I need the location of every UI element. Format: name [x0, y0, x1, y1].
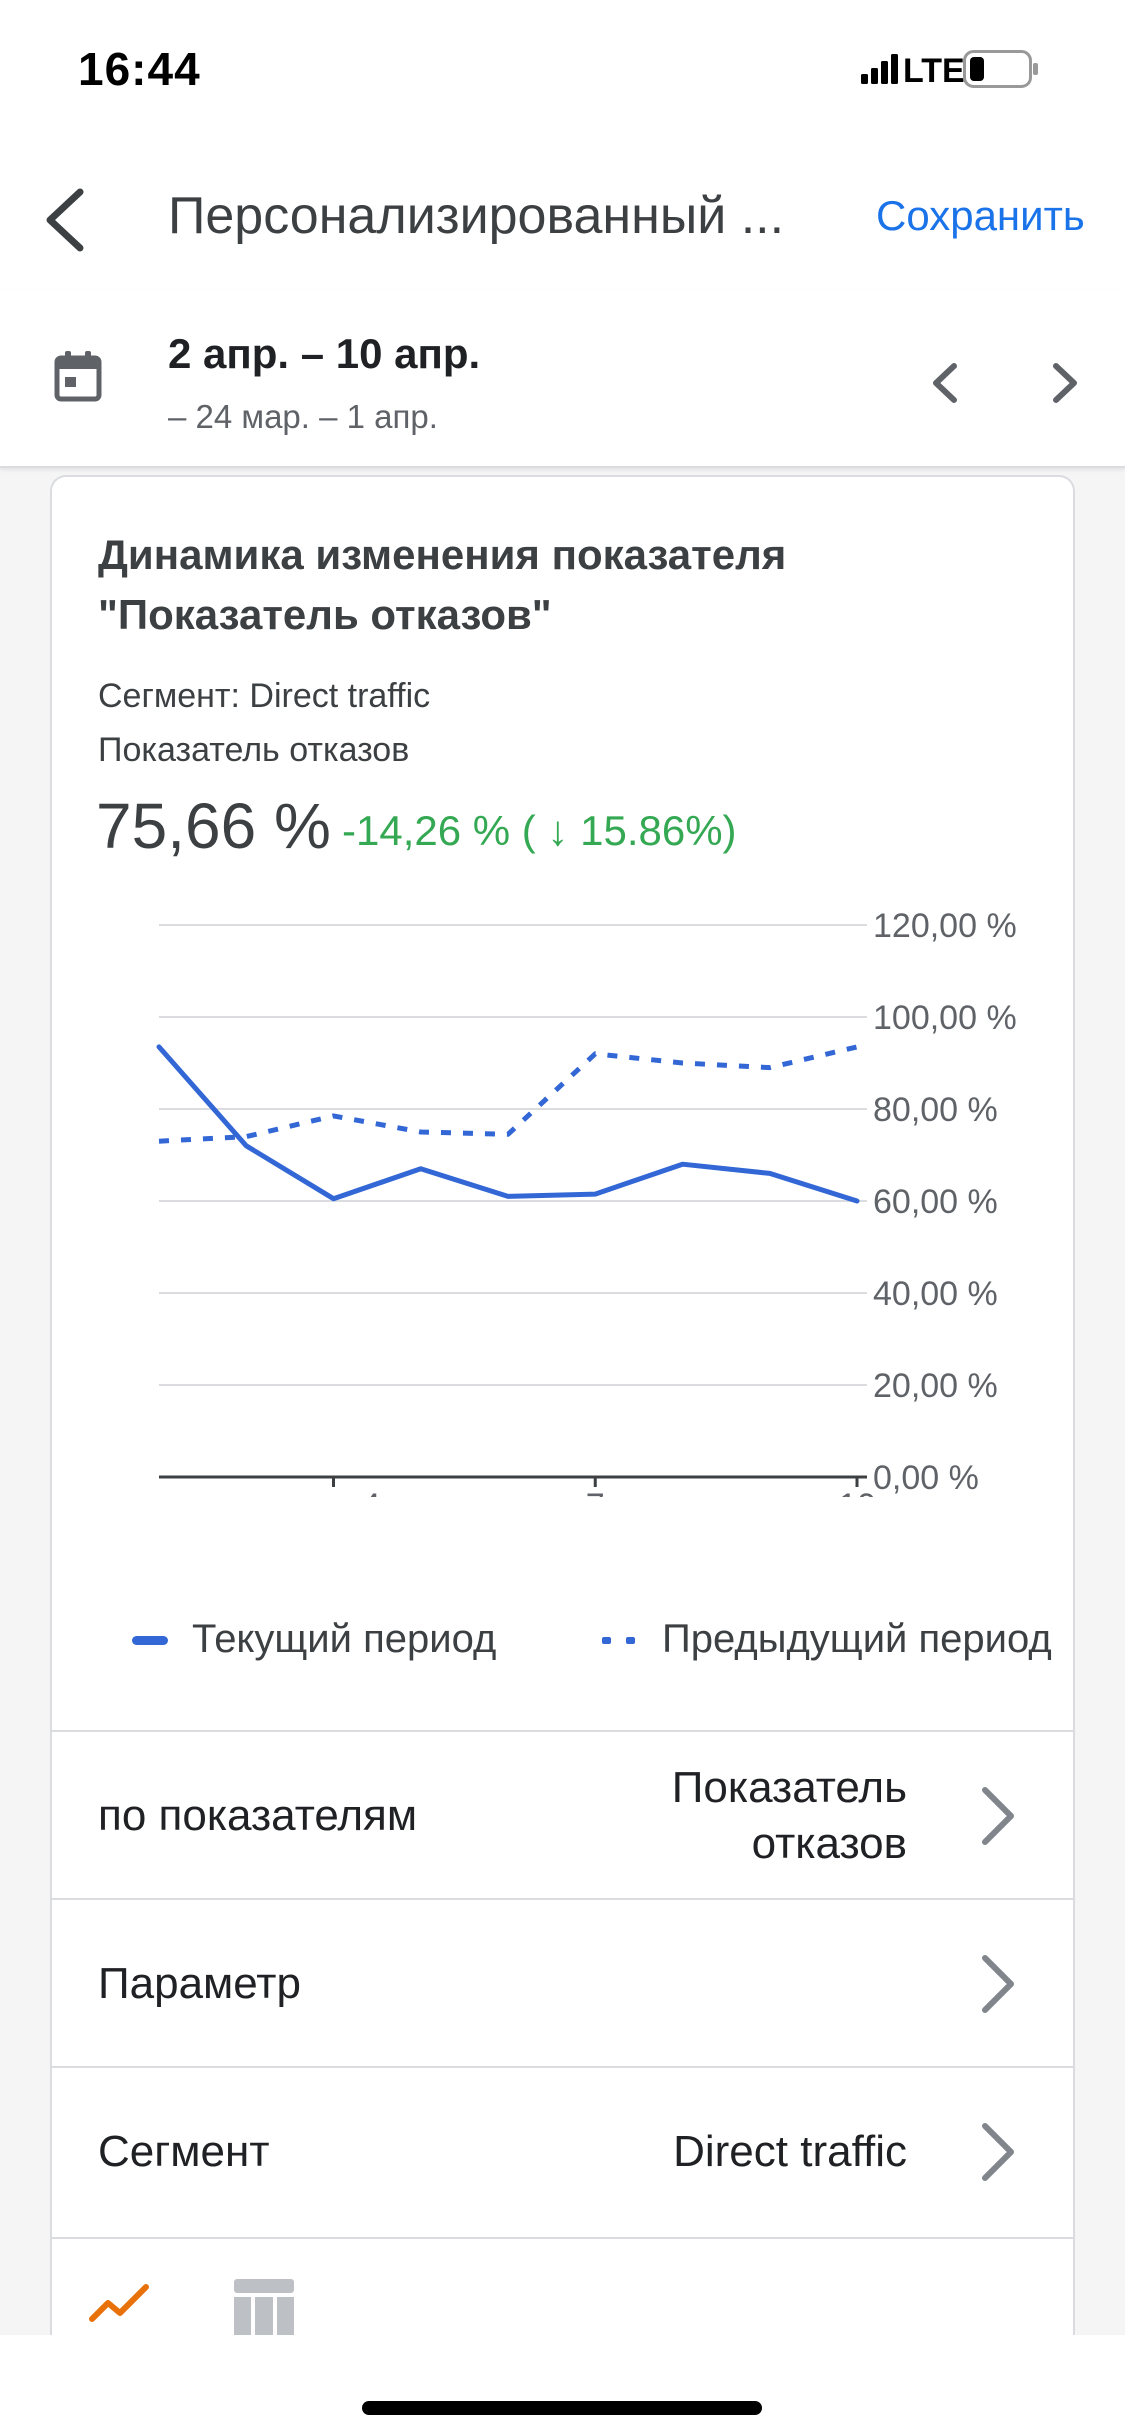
- next-period-button[interactable]: [1040, 348, 1090, 418]
- row-value: Показатель отказов: [671, 1763, 907, 1868]
- x-tick-label: 10: [838, 1487, 876, 1497]
- table-icon[interactable]: [234, 2279, 294, 2335]
- metric-value: 75,66 %: [96, 790, 331, 862]
- row-parameter[interactable]: Параметр: [52, 1898, 1073, 2066]
- save-button[interactable]: Сохранить: [876, 192, 1085, 239]
- y-tick-label: 100,00 %: [873, 999, 1017, 1037]
- home-bar: [0, 2335, 1125, 2436]
- home-indicator[interactable]: [362, 2401, 762, 2415]
- date-range-bar[interactable]: 2 апр. – 10 апр. – 24 мар. – 1 апр.: [0, 290, 1125, 468]
- date-range-previous[interactable]: – 24 мар. – 1 апр.: [168, 398, 438, 435]
- chevron-right-icon: [982, 2123, 1014, 2181]
- chart-legend: Текущий период Предыдущий период: [132, 1617, 1092, 1677]
- series-line-current: [156, 1044, 860, 1204]
- signal-icon: [861, 54, 898, 84]
- status-time: 16:44: [78, 43, 201, 95]
- calendar-icon[interactable]: [54, 350, 102, 402]
- page-title: Персонализированный ...: [168, 187, 785, 245]
- chevron-left-icon: [933, 363, 957, 403]
- x-tick-label: апр. 4: [286, 1487, 380, 1497]
- network-label: LTE: [903, 52, 965, 90]
- chevron-right-icon: [1053, 363, 1077, 403]
- line-chart: 0,00 % 20,00 % 40,00 % 60,00 % 80,00 % 100,00…: [156, 907, 1017, 1497]
- y-tick-label: 0,00 %: [873, 1459, 979, 1497]
- row-label: Сегмент: [98, 2127, 270, 2176]
- row-label: по показателям: [98, 1791, 418, 1840]
- status-bar: 16:44 LTE: [0, 0, 1125, 140]
- battery-icon: [963, 50, 1038, 88]
- row-label: Параметр: [98, 1959, 301, 2008]
- x-tick-label: 7: [586, 1487, 605, 1497]
- y-tick-label: 60,00 %: [873, 1183, 998, 1221]
- y-tick-label: 20,00 %: [873, 1367, 998, 1405]
- y-tick-label: 80,00 %: [873, 1091, 998, 1129]
- trend-line-icon[interactable]: [88, 2279, 152, 2323]
- metric-change: -14,26 % ( ↓ 15.86%): [342, 807, 737, 854]
- previous-period-button[interactable]: [920, 348, 970, 418]
- segment-line: Сегмент: Direct traffic: [98, 677, 431, 715]
- legend-item-previous: Предыдущий период: [602, 1617, 1052, 1662]
- chevron-left-icon: [46, 188, 84, 252]
- card-title: Динамика изменения показателя "Показател…: [98, 531, 787, 638]
- legend-label-current: Текущий период: [192, 1617, 497, 1661]
- legend-item-current: Текущий период: [132, 1617, 496, 1662]
- app-bar: Персонализированный ... Сохранить: [0, 140, 1125, 290]
- chevron-right-icon: [982, 1955, 1014, 2013]
- row-value: Direct traffic: [673, 2127, 907, 2176]
- chevron-right-icon: [982, 1787, 1014, 1845]
- legend-label-previous: Предыдущий период: [662, 1617, 1052, 1661]
- legend-swatch-dotted: [602, 1636, 635, 1644]
- date-range-current[interactable]: 2 апр. – 10 апр.: [168, 330, 481, 377]
- row-value: [567, 1900, 907, 2068]
- series-line-previous: [158, 1044, 858, 1144]
- row-segment[interactable]: Сегмент Direct traffic: [52, 2066, 1073, 2234]
- row-metrics[interactable]: по показателям Показатель отказов: [52, 1730, 1073, 1898]
- legend-swatch-solid: [132, 1635, 168, 1645]
- metric-card: Динамика изменения показателя "Показател…: [50, 475, 1075, 2345]
- y-tick-label: 40,00 %: [873, 1275, 998, 1313]
- view-tabs: [52, 2237, 1073, 2347]
- back-button[interactable]: [38, 180, 98, 260]
- y-tick-label: 120,00 %: [873, 907, 1017, 945]
- metric-name: Показатель отказов: [98, 731, 410, 769]
